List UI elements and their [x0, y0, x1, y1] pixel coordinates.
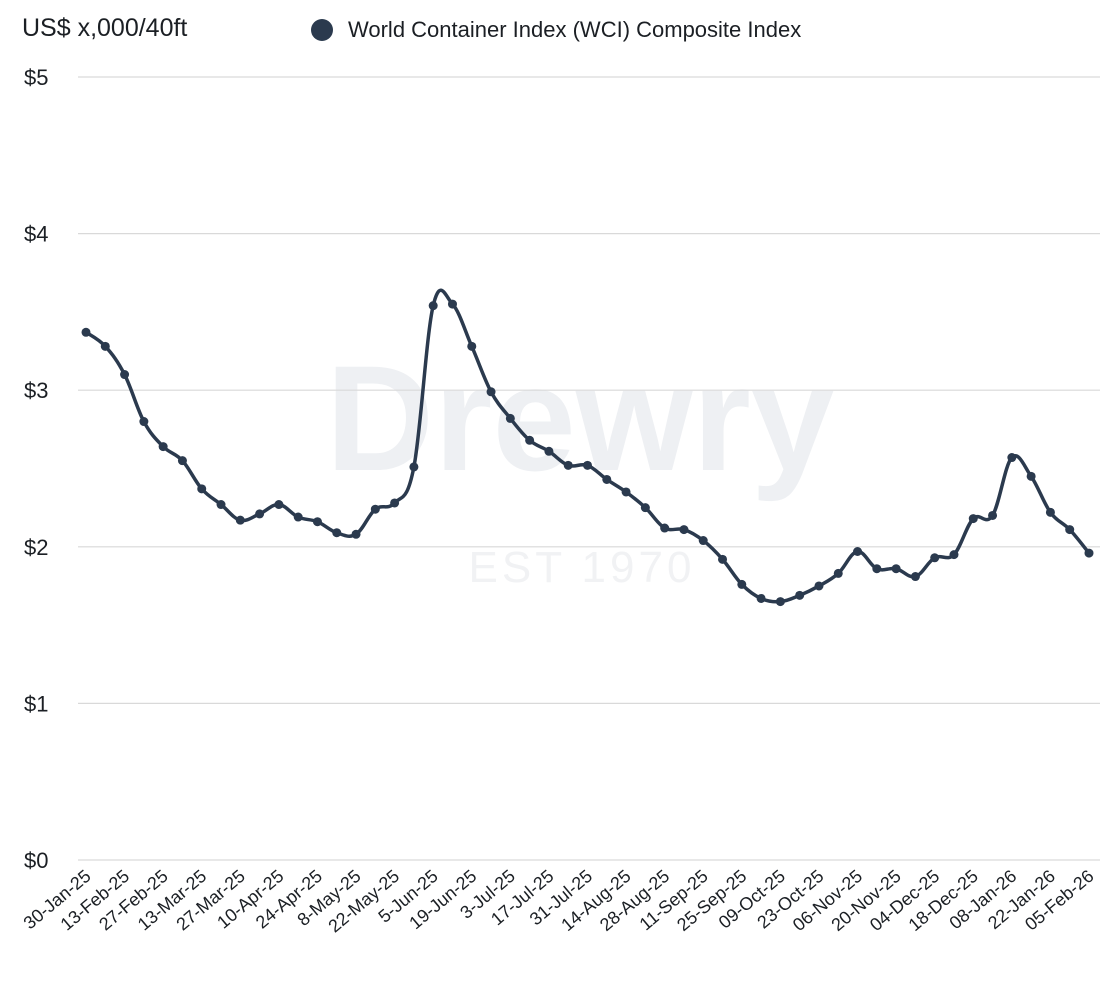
- legend: World Container Index (WCI) Composite In…: [311, 17, 801, 42]
- data-point: [216, 500, 226, 510]
- data-point: [640, 503, 650, 513]
- data-point: [1084, 548, 1094, 558]
- y-tick-label: $4: [24, 222, 48, 247]
- data-point: [467, 341, 477, 351]
- data-point: [756, 593, 766, 603]
- y-tick-label: $0: [24, 848, 48, 873]
- data-point: [351, 529, 361, 539]
- data-point: [120, 370, 130, 380]
- data-point: [274, 500, 284, 510]
- data-point: [563, 460, 573, 470]
- data-point: [139, 417, 149, 427]
- data-point: [409, 462, 419, 472]
- legend-label: World Container Index (WCI) Composite In…: [348, 17, 801, 42]
- data-point: [1045, 507, 1055, 517]
- legend-marker: [311, 19, 333, 41]
- data-point: [505, 413, 515, 423]
- data-point: [332, 528, 342, 538]
- data-point: [1007, 453, 1017, 463]
- data-point: [255, 509, 265, 519]
- data-point: [544, 446, 554, 456]
- y-tick-label: $1: [24, 691, 48, 716]
- y-tick-label: $3: [24, 378, 48, 403]
- watermark-logo: Drewry: [326, 334, 835, 502]
- data-point: [679, 525, 689, 535]
- data-point: [293, 512, 303, 522]
- data-point: [814, 581, 824, 591]
- data-point: [100, 341, 110, 351]
- data-point: [660, 523, 670, 533]
- y-axis-unit-label: US$ x,000/40ft: [22, 14, 187, 42]
- data-point: [1065, 525, 1075, 535]
- data-point: [312, 517, 322, 527]
- data-point: [428, 301, 438, 311]
- data-point: [235, 515, 245, 525]
- data-point: [583, 460, 592, 470]
- data-point: [390, 498, 400, 508]
- data-point: [602, 474, 612, 484]
- data-point: [968, 514, 978, 524]
- data-point: [621, 487, 631, 497]
- data-point: [795, 590, 805, 600]
- data-point: [737, 579, 747, 589]
- data-point: [910, 572, 920, 582]
- data-point: [177, 456, 187, 466]
- data-point: [718, 554, 728, 564]
- data-point: [891, 564, 901, 574]
- data-point: [197, 484, 207, 494]
- y-tick-label: $2: [24, 535, 48, 560]
- data-point: [853, 546, 863, 556]
- data-point: [447, 299, 457, 309]
- data-point: [81, 327, 91, 337]
- data-point: [775, 597, 785, 607]
- data-point: [872, 564, 882, 574]
- data-point: [1026, 471, 1036, 481]
- data-point: [698, 536, 708, 546]
- data-point: [833, 568, 843, 578]
- data-point: [525, 435, 535, 445]
- data-point: [370, 504, 380, 514]
- data-point: [930, 553, 940, 563]
- y-tick-label: $5: [24, 65, 48, 90]
- data-point: [988, 510, 998, 520]
- data-point: [486, 387, 496, 397]
- watermark-est: EST 1970: [469, 543, 696, 592]
- data-point: [949, 550, 959, 560]
- data-point: [158, 442, 168, 452]
